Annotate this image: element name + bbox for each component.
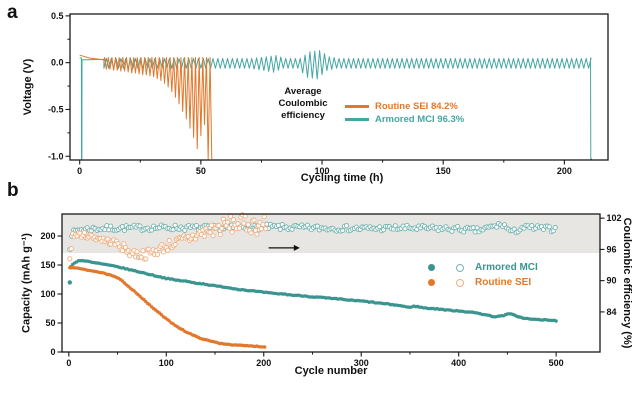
y-tick-label: 0.5 <box>51 11 64 21</box>
armored-mci-filled-dot <box>428 264 435 271</box>
x-tick-label: 100 <box>159 358 174 368</box>
routine-sei-legend-label: Routine SEI 84.2% <box>375 101 458 112</box>
efficiency-axis-arrow <box>268 244 300 251</box>
annotation-line-1: Average <box>284 86 322 97</box>
panel-a: 0 50 100 150 200 0.5 0.0 -0.5 -1.0 <box>48 11 609 176</box>
y-tick-label: 50 <box>45 318 55 328</box>
right-y-tick-label: 90 <box>607 276 617 286</box>
panel-a-annotation: Average Coulombic efficiency <box>278 86 327 122</box>
panel-a-letter: a <box>7 2 18 23</box>
y-tick-label: -0.5 <box>48 104 64 114</box>
panel-b-frame <box>61 213 601 353</box>
x-tick-label: 0 <box>77 166 82 176</box>
legend-item-routine-sei-b: Routine SEI <box>428 275 538 290</box>
routine-sei-voltage-trace <box>79 54 213 160</box>
efficiency-band <box>62 214 600 254</box>
legend-item-routine-sei: Routine SEI 84.2% <box>345 100 464 113</box>
armored-mci-b-legend-label: Armored MCI <box>475 262 538 273</box>
routine-sei-open-dot <box>456 278 464 287</box>
x-tick-label: 100 <box>315 166 330 176</box>
right-y-tick-label: 84 <box>607 307 617 317</box>
panel-b-legend: Armored MCI Routine SEI <box>428 260 538 290</box>
x-tick-label: 300 <box>354 358 369 368</box>
x-tick-label: 50 <box>196 166 206 176</box>
panel-a-y-axis-label: Voltage (V) <box>22 58 34 116</box>
routine-sei-capacity-scatter <box>68 266 267 349</box>
panel-b-right-y-axis-label: Coulombic efficiency (%) <box>621 217 633 349</box>
y-tick-label: 0 <box>50 347 55 357</box>
x-tick-label: 0 <box>66 358 71 368</box>
panel-a-frame <box>69 13 609 161</box>
panel-b-letter: b <box>7 180 19 201</box>
legend-item-armored-mci: Armored MCI 96.3% <box>345 113 464 126</box>
armored-mci-capacity-scatter <box>69 258 558 323</box>
first-cycle-outlier-point <box>67 280 72 285</box>
x-tick-label: 150 <box>436 166 451 176</box>
y-tick-label: -1.0 <box>48 151 64 161</box>
panel-b-x-axis-label: Cycle number <box>294 365 368 377</box>
armored-mci-line-swatch <box>345 118 369 121</box>
routine-sei-line-swatch <box>345 105 369 108</box>
x-tick-label: 200 <box>256 358 271 368</box>
panel-b: 0 100 200 300 400 500 0 50 100 150 200 102 96 90 84 <box>40 212 622 368</box>
panel-a-x-axis-label: Cycling time (h) <box>300 172 384 184</box>
panel-a-legend: Routine SEI 84.2% Armored MCI 96.3% <box>345 100 464 126</box>
armored-mci-open-dot <box>456 263 464 272</box>
y-tick-label: 0.0 <box>51 58 64 68</box>
y-tick-label: 150 <box>40 260 55 270</box>
y-tick-label: 200 <box>40 231 55 241</box>
routine-sei-b-legend-label: Routine SEI <box>475 277 532 288</box>
panel-b-y-axis-label: Capacity (mAh g⁻¹) <box>20 233 33 333</box>
x-tick-label: 200 <box>557 166 572 176</box>
armored-mci-legend-label: Armored MCI 96.3% <box>375 114 465 125</box>
y-tick-label: 100 <box>40 289 55 299</box>
routine-sei-filled-dot <box>428 279 435 286</box>
x-tick-label: 400 <box>451 358 466 368</box>
legend-item-armored-mci-b: Armored MCI <box>428 260 538 275</box>
annotation-line-3: efficiency <box>281 110 325 121</box>
routine-sei-efficiency-scatter <box>67 212 269 262</box>
x-tick-label: 500 <box>549 358 564 368</box>
annotation-line-2: Coulombic <box>278 98 328 109</box>
right-y-tick-label: 102 <box>607 213 622 223</box>
right-y-tick-label: 96 <box>607 244 617 254</box>
